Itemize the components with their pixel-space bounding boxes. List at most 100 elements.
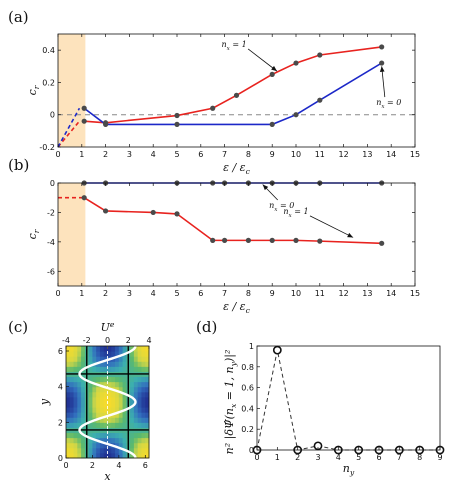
field-cell [69,376,75,383]
field-cell [103,437,108,444]
annotation-label: nx​ = 1 [283,207,308,219]
x-tick-label: 15 [410,150,420,159]
panel-label-a: (a) [8,8,29,26]
x-tick-label: 9 [270,150,275,159]
data-point-red [379,44,385,50]
field-cell [107,417,112,423]
field-cell [99,346,105,352]
field-cell [133,422,139,428]
field-cell [81,386,86,393]
field-cell [77,381,82,388]
field-cell [107,432,112,439]
field-cell [130,452,135,459]
field-cell [69,437,75,444]
field-cell [137,366,142,372]
y-tick-label: 0 [58,454,63,463]
field-cell [88,381,93,388]
x-tick-label: 4 [116,461,121,470]
field-cell [133,452,139,459]
y-axis-label: cr​ [26,84,41,95]
spectrum-line [256,350,440,451]
x-tick-label: 12 [339,289,349,298]
field-cell [145,381,150,388]
y-tick-label: 0.8 [241,363,254,372]
field-cell [73,452,78,459]
field-cell [130,396,135,403]
field-cell [122,376,127,383]
field-cell [99,381,105,388]
field-cell [88,447,93,454]
field-cell [130,447,135,454]
field-cell [92,376,97,383]
field-cell [69,422,75,428]
field-cell [96,396,101,403]
field-cell [77,407,82,413]
x-tick-label: 0 [55,289,60,298]
field-cell [66,437,71,444]
field-cell [77,366,82,372]
data-point-red [174,112,180,119]
x-tick-label: 7 [222,150,227,159]
field-cell [69,452,75,459]
top-x-tick-label: -4 [62,336,70,345]
field-cell [77,361,82,367]
field-cell [92,386,97,393]
field-cell [118,412,124,418]
field-cell [141,442,146,449]
field-cell [130,376,135,383]
y-tick-label: 0.2 [241,425,254,434]
field-cell [118,351,124,357]
field-cell [122,432,127,439]
field-cell [96,442,101,449]
field-cell [77,346,82,352]
field-cell [88,376,93,383]
field-cell [96,432,101,439]
field-cell [145,376,150,383]
x-tick-label: 9 [437,453,442,462]
top-x-tick-label: 0 [105,336,110,345]
data-point-red [222,237,228,243]
field-cell [115,346,120,352]
data-point-red [174,211,180,217]
field-cell [137,417,142,423]
data-point-blue [103,121,109,127]
field-cell [115,407,120,413]
field-cell [66,442,71,449]
x-tick-label: 8 [246,150,251,159]
y-tick-label: 0.4 [241,404,254,413]
x-tick-label: 4 [151,150,156,159]
field-cell [145,422,150,428]
field-cell [145,351,150,357]
y-axis-label: cr​ [26,228,41,239]
data-point-red [233,92,240,98]
field-cell [73,356,78,362]
field-cell [73,447,78,454]
field-cell [77,442,82,449]
y-tick-label: 0.4 [42,46,55,55]
field-cell [133,361,139,367]
field-cell [96,356,101,362]
field-cell [99,361,105,367]
field-cell [118,366,124,372]
field-cell [130,386,135,393]
data-point-red [269,71,275,77]
field-cell [73,381,78,388]
field-cell [103,412,108,418]
data-point-blue [269,121,275,127]
field-cell [92,402,97,408]
field-cell [111,402,116,408]
field-cell [96,351,101,357]
field-cell [81,356,86,362]
field-cell [145,402,150,408]
panel-label-d: (d) [196,318,217,336]
field-cell [130,422,135,428]
field-cell [118,402,124,408]
field-cell [122,396,127,403]
field-cell [92,452,97,459]
field-cell [88,422,93,428]
field-cell [122,356,127,362]
field-cell [69,412,75,418]
annotation-arrow [247,48,278,72]
x-tick-label: 8 [246,289,251,298]
shaded-region [58,34,86,147]
